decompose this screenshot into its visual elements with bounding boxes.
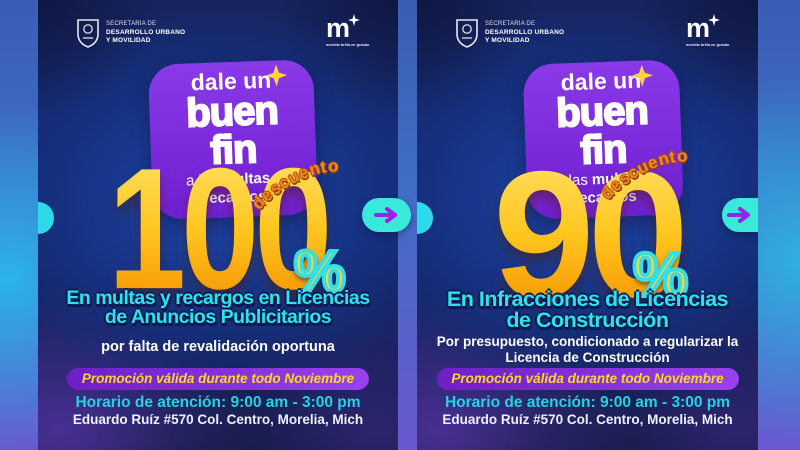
office-hours: Horario de atención: 9:00 am - 3:00 pm [75, 394, 361, 411]
shield-icon [77, 19, 99, 48]
government-logo: SECRETARÍA DE DESARROLLO URBANO Y MOVILI… [455, 18, 564, 48]
promo-validity-pill: Promoción válida durante todo Noviembre [436, 368, 739, 390]
offer-heading: En Infracciones de Licencias de Construc… [417, 287, 758, 333]
morelia-city-logo: m morelia brilla en grande [686, 13, 730, 50]
offer-heading-line2: de Anuncios Publicitarios [104, 306, 332, 329]
next-arrow-button[interactable] [362, 198, 411, 232]
promo-validity-pill: Promoción válida durante todo Noviembre [66, 368, 370, 390]
buen-fin-badge: dale un buen fin a lasmultas y recargos [147, 59, 319, 220]
m-logo-letter: m [326, 13, 350, 43]
poster-header: SECRETARÍA DE DESARROLLO URBANO Y MOVILI… [417, 13, 758, 50]
city-tagline: morelia brilla en grande [326, 42, 370, 47]
edge-accent-dot [38, 202, 54, 234]
poster-90-discount: SECRETARÍA DE DESARROLLO URBANO Y MOVILI… [417, 0, 758, 450]
agency-name-line1: SECRETARÍA DE [106, 21, 157, 28]
arrow-right-icon [727, 207, 750, 223]
discount-number-row: 100 [38, 143, 398, 316]
office-address: Eduardo Ruíz #570 Col. Centro, Morelia, … [442, 412, 733, 427]
city-tagline: morelia brilla en grande [686, 42, 730, 47]
agency-name-line2: DESARROLLO URBANO [485, 28, 565, 36]
offer-subheading-line1: Por presupuesto, condicionado a regulari… [436, 334, 739, 349]
poster-header: SECRETARÍA DE DESARROLLO URBANO Y MOVILI… [38, 13, 398, 50]
offer-subheading-line2: Licencia de Construcción [505, 349, 670, 365]
agency-name-line2: DESARROLLO URBANO [106, 28, 186, 36]
star-icon [348, 14, 360, 26]
offer-subheading-line1: por falta de revalidación oportuna [101, 339, 335, 355]
government-logo: SECRETARÍA DE DESARROLLO URBANO Y MOVILI… [76, 18, 185, 48]
shield-icon [456, 19, 478, 48]
office-address: Eduardo Ruíz #570 Col. Centro, Morelia, … [72, 412, 364, 427]
agency-name-line1: SECRETARÍA DE [485, 21, 536, 28]
agency-name-line3: Y MOVILIDAD [106, 36, 151, 44]
offer-subheading: por falta de revalidación oportuna [38, 339, 398, 356]
star-icon [708, 14, 720, 26]
poster-100-discount: SECRETARÍA DE DESARROLLO URBANO Y MOVILI… [38, 0, 411, 450]
buen-fin-badge: dale un buen fin a lasmultas y recargos [522, 59, 683, 220]
sparkle-icon [630, 64, 653, 87]
offer-subheading: Por presupuesto, condicionado a regulari… [417, 334, 758, 365]
edge-accent-dot [417, 202, 433, 234]
offer-heading-line1: En Infracciones de Licencias [446, 287, 729, 311]
discount-value: 90 [493, 133, 689, 335]
discount-value: 100 [108, 133, 333, 326]
arrow-right-icon [373, 207, 397, 223]
next-arrow-button[interactable] [722, 198, 758, 232]
sparkle-icon [265, 64, 288, 87]
agency-name-line3: Y MOVILIDAD [485, 36, 530, 44]
morelia-city-logo: m morelia brilla en grande [326, 13, 370, 50]
offer-heading: En multas y recargos en Licencias de Anu… [38, 287, 398, 329]
offer-heading-line2: de Construcción [506, 308, 669, 333]
percent-sign: % [292, 237, 348, 306]
offer-heading-line1: En multas y recargos en Licencias [66, 287, 370, 309]
percent-sign: % [631, 239, 690, 312]
discount-number-row: 90 [417, 144, 758, 324]
office-hours: Horario de atención: 9:00 am - 3:00 pm [444, 394, 731, 411]
m-logo-letter: m [686, 13, 710, 43]
